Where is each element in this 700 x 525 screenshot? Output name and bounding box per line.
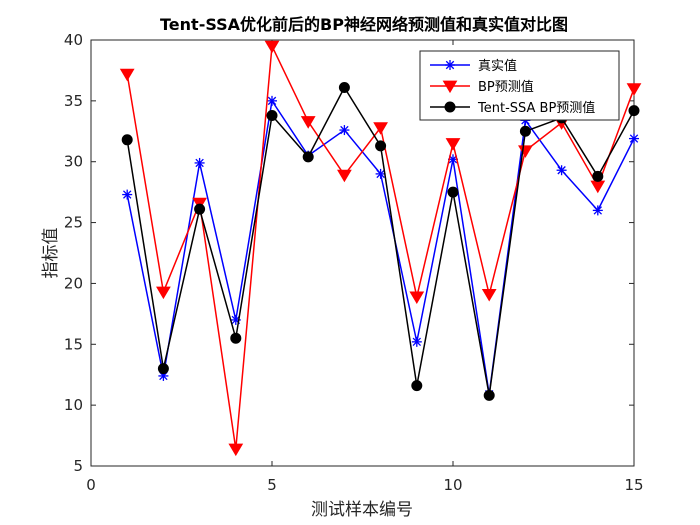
marker-stroke bbox=[231, 315, 241, 325]
legend: 真实值 BP预测值 Tent-SSA BP预测值 bbox=[419, 50, 620, 121]
data-point bbox=[228, 443, 244, 457]
y-tick-label: 15 bbox=[64, 335, 83, 353]
y-tick-label: 10 bbox=[64, 396, 83, 414]
marker-stroke bbox=[445, 60, 455, 70]
data-point bbox=[121, 134, 133, 146]
data-point bbox=[375, 140, 387, 152]
y-axis-label: 指标值 bbox=[41, 228, 61, 279]
data-point bbox=[230, 332, 242, 344]
legend-entry: Tent-SSA BP预测值 bbox=[430, 100, 595, 116]
x-tick-label: 15 bbox=[624, 476, 643, 494]
data-point bbox=[122, 189, 133, 200]
data-point bbox=[338, 81, 350, 93]
y-tick-label: 30 bbox=[64, 153, 83, 171]
x-tick-label: 10 bbox=[443, 476, 462, 494]
marker-stroke bbox=[593, 206, 603, 215]
legend-label: BP预测值 bbox=[478, 79, 534, 95]
marker-stroke bbox=[412, 337, 422, 347]
chart-title: Tent-SSA优化前后的BP神经网络预测值和真实值对比图 bbox=[160, 15, 568, 34]
data-point bbox=[481, 289, 497, 302]
data-point bbox=[119, 68, 135, 82]
legend-marker bbox=[444, 101, 456, 113]
data-point bbox=[375, 168, 386, 179]
marker-stroke bbox=[195, 158, 204, 168]
data-point bbox=[409, 291, 425, 304]
data-point bbox=[264, 40, 280, 54]
y-tick-label: 40 bbox=[64, 31, 83, 49]
data-point bbox=[300, 116, 316, 129]
marker-stroke bbox=[267, 96, 277, 106]
data-point bbox=[592, 170, 604, 182]
y-tick-label: 35 bbox=[64, 92, 83, 110]
data-point bbox=[194, 203, 206, 215]
x-tick-label: 5 bbox=[267, 476, 277, 494]
y-tick-label: 20 bbox=[64, 274, 83, 292]
marker-stroke bbox=[376, 169, 385, 179]
data-point bbox=[519, 125, 531, 137]
data-point bbox=[266, 109, 278, 121]
data-point bbox=[411, 336, 422, 347]
data-point bbox=[628, 105, 640, 117]
data-point bbox=[445, 138, 461, 151]
data-point bbox=[337, 169, 352, 183]
legend-label: Tent-SSA BP预测值 bbox=[477, 100, 595, 116]
data-point bbox=[629, 133, 639, 144]
data-point bbox=[411, 380, 423, 392]
legend-marker bbox=[445, 60, 455, 70]
data-point bbox=[447, 186, 459, 198]
data-point bbox=[373, 122, 388, 135]
data-point bbox=[302, 151, 314, 163]
series-2 bbox=[119, 40, 642, 457]
legend-label: 真实值 bbox=[478, 58, 517, 74]
y-tick-label: 25 bbox=[64, 214, 83, 232]
data-point bbox=[626, 83, 642, 96]
marker-stroke bbox=[557, 166, 566, 175]
legend-entry: BP预测值 bbox=[430, 79, 534, 95]
legend-marker bbox=[442, 80, 458, 94]
legend-entry: 真实值 bbox=[430, 58, 517, 74]
series-3 bbox=[121, 81, 640, 401]
x-tick-label: 0 bbox=[86, 476, 96, 494]
data-point bbox=[483, 389, 495, 401]
data-point bbox=[157, 363, 169, 375]
marker-stroke bbox=[340, 125, 349, 135]
x-axis-label: 测试样本编号 bbox=[311, 500, 413, 520]
data-point bbox=[592, 205, 603, 216]
marker-stroke bbox=[122, 190, 132, 199]
data-point bbox=[194, 157, 205, 168]
data-point bbox=[339, 125, 350, 136]
marker-stroke bbox=[629, 134, 639, 143]
data-point bbox=[556, 165, 567, 176]
data-point bbox=[156, 286, 171, 300]
y-tick-label: 5 bbox=[73, 457, 83, 475]
data-point bbox=[267, 95, 277, 106]
